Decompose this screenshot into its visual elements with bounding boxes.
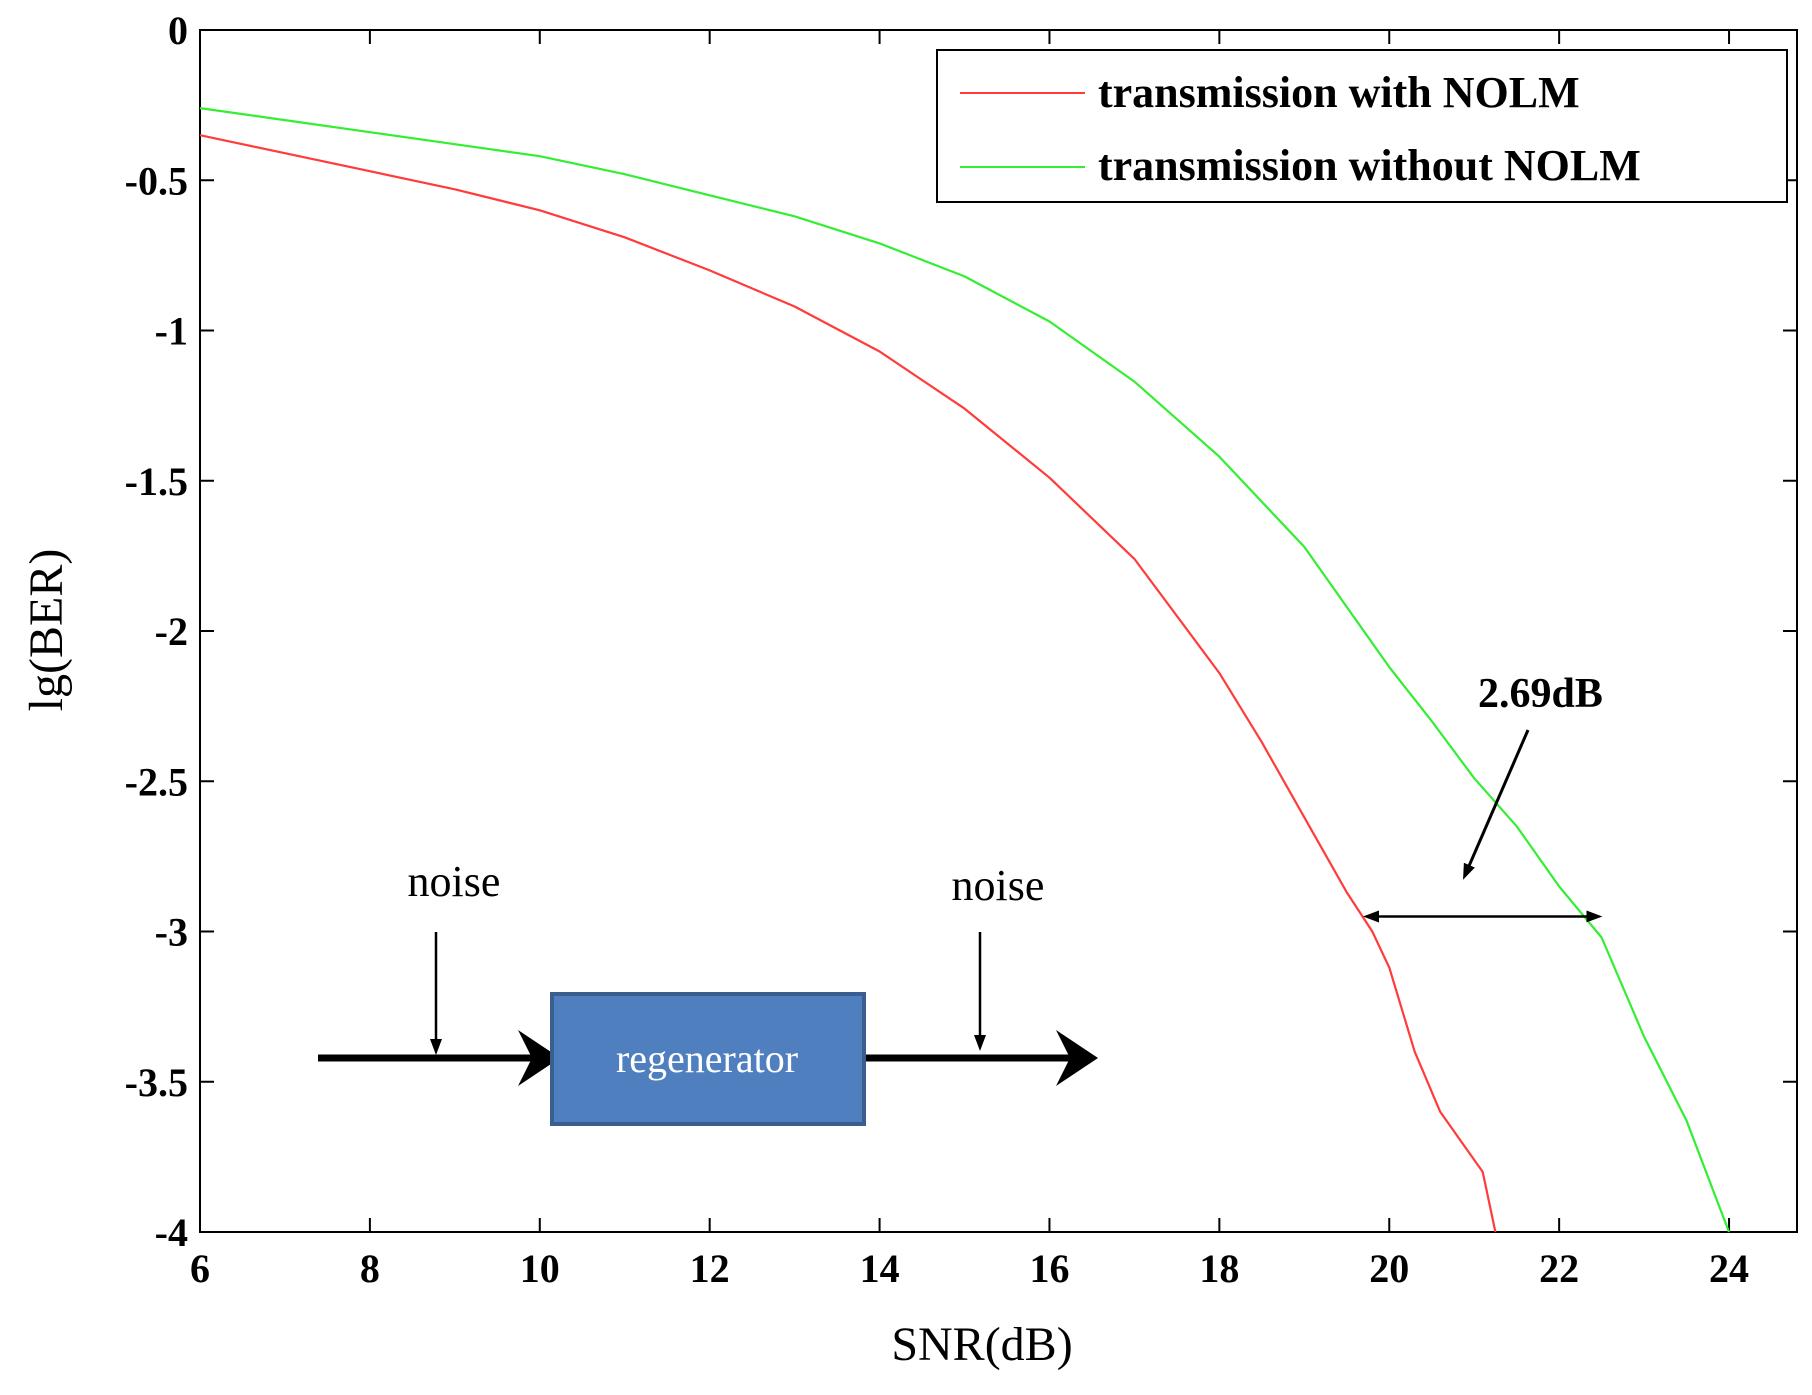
y-tick-label: -1.5 xyxy=(125,459,188,504)
legend: transmission with NOLM transmission with… xyxy=(936,49,1788,203)
regenerator-box xyxy=(550,992,866,1126)
gap-label: 2.69dB xyxy=(1478,671,1603,717)
y-axis-ticks: 0 -0.5 -1 -1.5 -2 -2.5 -3 -3.5 -4 xyxy=(125,8,1797,1255)
x-tick-label: 10 xyxy=(520,1246,560,1291)
regenerator-schematic: noise noise regenerator xyxy=(318,857,1098,1126)
series-line-without-nolm xyxy=(199,107,1731,1233)
y-tick-label: -3.5 xyxy=(125,1060,188,1105)
y-tick-label: -0.5 xyxy=(125,158,188,203)
plot-frame xyxy=(199,29,1798,1233)
gap-pointer-arrow xyxy=(1463,729,1530,880)
y-tick-label: 0 xyxy=(168,8,188,53)
x-tick-label: 20 xyxy=(1369,1246,1409,1291)
legend-label-with-nolm: transmission with NOLM xyxy=(1098,68,1580,117)
x-tick-label: 14 xyxy=(860,1246,900,1291)
series-line-with-nolm xyxy=(199,134,1497,1233)
y-tick-label: -2.5 xyxy=(125,759,188,804)
x-tick-label: 24 xyxy=(1709,1246,1749,1291)
y-tick-label: -1 xyxy=(155,309,188,354)
noise-label-right: noise xyxy=(952,861,1045,910)
series-layer xyxy=(199,107,1731,1233)
x-tick-label: 12 xyxy=(690,1246,730,1291)
y-axis-label: lg(BER) xyxy=(20,549,73,712)
x-tick-label: 18 xyxy=(1199,1246,1239,1291)
regenerator-label: regenerator xyxy=(616,1036,798,1081)
legend-label-without-nolm: transmission without NOLM xyxy=(1098,141,1641,190)
noise-label-left: noise xyxy=(408,857,501,906)
legend-box xyxy=(936,49,1788,203)
y-tick-label: -4 xyxy=(155,1210,188,1255)
gap-annotation: 2.69dB xyxy=(1363,671,1603,923)
x-tick-label: 22 xyxy=(1539,1246,1579,1291)
x-tick-label: 8 xyxy=(360,1246,380,1291)
x-axis-label: SNR(dB) xyxy=(891,1318,1072,1371)
x-tick-label: 16 xyxy=(1029,1246,1069,1291)
x-axis-ticks: 6 8 10 12 14 16 18 20 22 24 xyxy=(190,30,1749,1291)
y-tick-label: -2 xyxy=(155,609,188,654)
y-tick-label: -3 xyxy=(155,910,188,955)
x-tick-label: 6 xyxy=(190,1246,210,1291)
